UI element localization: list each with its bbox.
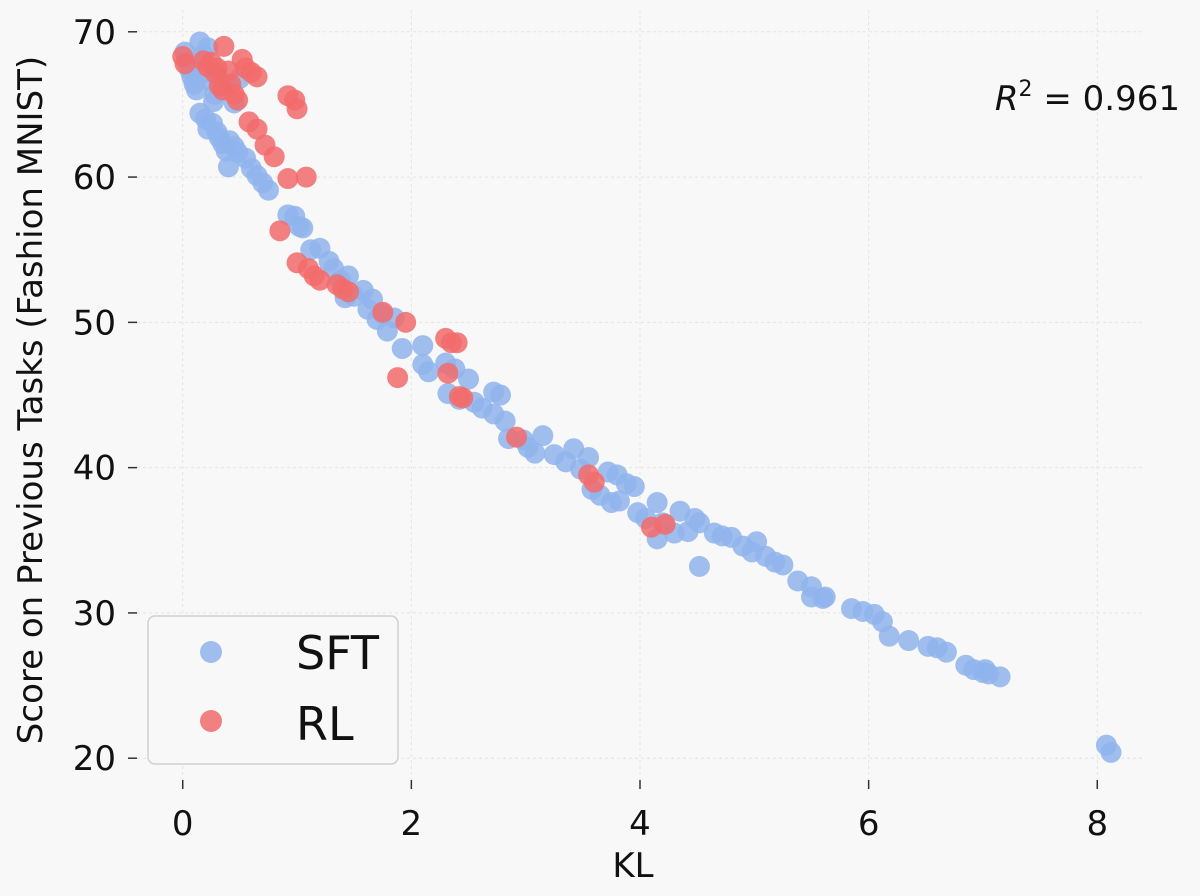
sft-point: [623, 476, 645, 498]
sft-point: [524, 442, 546, 464]
rl-point: [174, 53, 196, 75]
sft-point: [391, 338, 413, 360]
sft-point: [989, 666, 1011, 688]
sft-point: [898, 630, 920, 652]
rl-point: [395, 311, 417, 333]
r-squared-value: = 0.961: [1033, 79, 1180, 119]
rl-point: [437, 362, 459, 384]
y-tick-label: 50: [73, 303, 116, 343]
rl-point: [309, 269, 331, 291]
sft-point: [458, 368, 480, 390]
sft-point: [688, 512, 710, 534]
x-tick-label: 6: [858, 804, 880, 844]
grid-lines: [137, 10, 1143, 780]
sft-point: [608, 490, 630, 512]
rl-point: [387, 367, 409, 389]
r-squared-symbol: R: [995, 79, 1019, 119]
x-axis-label: KL: [612, 846, 653, 886]
y-tick-label: 40: [73, 449, 116, 489]
legend-label-rl: RL: [296, 697, 354, 751]
sft-point: [217, 156, 239, 178]
sft-point: [814, 586, 836, 608]
y-tick-label: 70: [73, 13, 116, 53]
y-tick-label: 20: [73, 739, 116, 779]
sft-point: [578, 446, 600, 468]
legend: SFT RL: [147, 615, 399, 765]
rl-point: [213, 35, 235, 57]
y-tick-label: 30: [73, 594, 116, 634]
rl-point: [246, 118, 268, 140]
rl-point: [583, 471, 605, 493]
legend-marker-rl: [200, 710, 222, 732]
sft-point: [646, 492, 668, 514]
rl-point: [446, 332, 468, 354]
rl-point: [246, 66, 268, 88]
y-axis-ticks: 20 30 40 50 60 70: [73, 13, 137, 779]
rl-point: [277, 168, 299, 190]
sft-point: [418, 361, 440, 383]
sft-point: [412, 335, 434, 357]
rl-point: [295, 166, 317, 188]
rl-point: [286, 98, 308, 120]
sft-point: [1100, 741, 1122, 763]
x-tick-label: 0: [172, 804, 194, 844]
rl-point: [506, 426, 528, 448]
legend-marker-sft: [200, 641, 222, 663]
rl-point: [372, 301, 394, 323]
sft-point: [878, 625, 900, 647]
rl-point: [263, 146, 285, 168]
y-axis-label: Score on Previous Tasks (Fashion MNIST): [11, 56, 51, 744]
rl-point: [337, 281, 359, 303]
sft-point: [292, 217, 314, 239]
y-tick-label: 60: [73, 158, 116, 198]
legend-label-sft: SFT: [296, 626, 380, 680]
rl-point: [227, 89, 249, 111]
x-tick-label: 4: [629, 804, 651, 844]
sft-point: [532, 425, 554, 447]
x-tick-label: 8: [1086, 804, 1108, 844]
r-squared-exponent: 2: [1019, 77, 1033, 102]
sft-point: [490, 384, 512, 406]
sft-point: [935, 641, 957, 663]
x-tick-label: 2: [401, 804, 423, 844]
sft-point: [494, 410, 516, 432]
r-squared-annotation: R2 = 0.961: [995, 77, 1180, 119]
sft-point: [688, 555, 710, 577]
rl-point: [269, 220, 291, 242]
rl-point: [452, 387, 474, 409]
sft-point: [772, 554, 794, 576]
x-axis-ticks: 0 2 4 6 8: [172, 780, 1108, 844]
rl-point: [654, 513, 676, 535]
data-points: [172, 31, 1122, 763]
sft-point: [257, 179, 279, 201]
